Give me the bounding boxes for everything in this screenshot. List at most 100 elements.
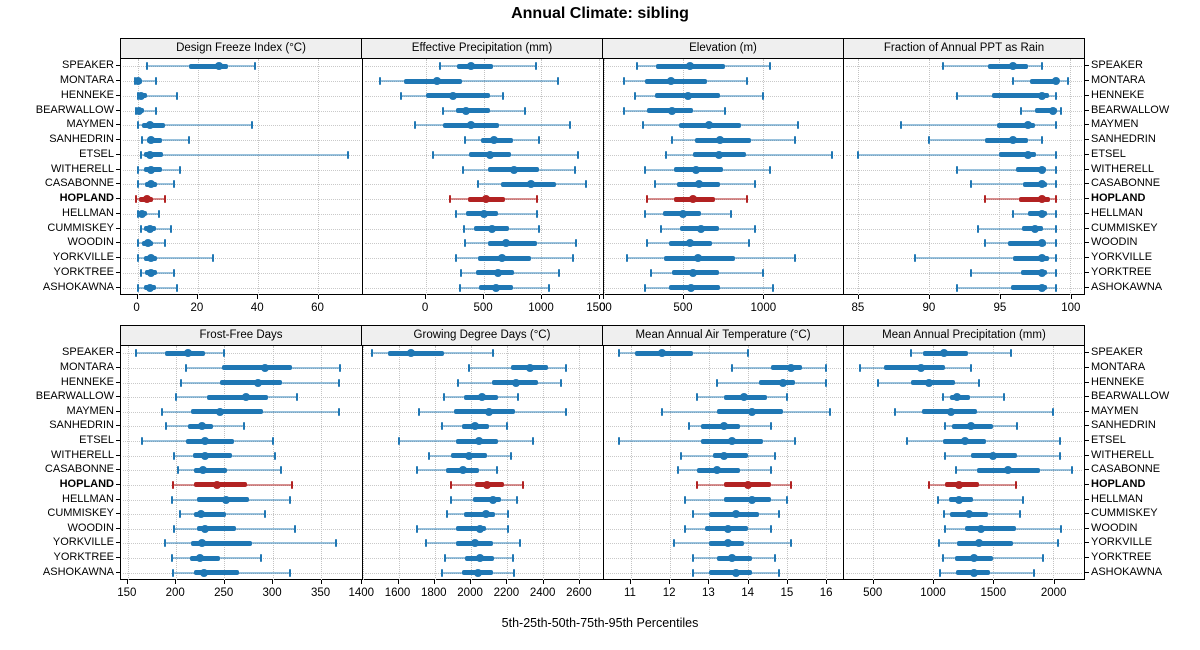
- gridline: [1069, 59, 1071, 295]
- iqr-bar-25-75: [472, 497, 501, 503]
- median-dot: [448, 91, 457, 100]
- row-gridline: [123, 81, 360, 83]
- whisker-cap: [462, 165, 465, 174]
- median-dot: [1037, 268, 1046, 277]
- whisker-cap: [184, 363, 187, 372]
- station-label-left: WITHERELL: [51, 162, 114, 175]
- row-tick-left: [116, 94, 120, 96]
- whisker-cap: [956, 283, 959, 292]
- median-dot: [479, 209, 488, 218]
- row-gridline: [123, 213, 360, 215]
- median-dot: [483, 480, 492, 489]
- row-tick-left: [116, 198, 120, 200]
- row-gridline: [605, 213, 842, 215]
- strip-label: Effective Precipitation (mm): [361, 39, 602, 59]
- gridline: [873, 346, 875, 580]
- axis-tick: [1053, 580, 1055, 584]
- station-label-left: SPEAKER: [62, 59, 114, 72]
- row-tick-left: [116, 168, 120, 170]
- whisker-cap: [899, 121, 902, 130]
- row-tick-left: [116, 227, 120, 229]
- gridline: [708, 346, 710, 580]
- median-dot: [747, 495, 756, 504]
- whisker-cap: [524, 106, 527, 115]
- whisker-cap: [136, 254, 139, 263]
- whisker-cap: [516, 393, 519, 402]
- median-dot: [1004, 466, 1013, 475]
- whisker-cap: [165, 422, 168, 431]
- median-dot: [916, 363, 925, 372]
- row-tick-left: [116, 109, 120, 111]
- axis-tick: [223, 580, 225, 584]
- iqr-bar-25-75: [1034, 108, 1058, 114]
- station-label-left: SPEAKER: [62, 346, 114, 359]
- row-gridline: [123, 470, 360, 472]
- gridline: [541, 59, 543, 295]
- median-dot: [1037, 195, 1046, 204]
- whisker-cap: [942, 510, 945, 519]
- row-gridline: [846, 199, 1082, 201]
- axis-tick: [257, 295, 259, 299]
- whisker-cap: [136, 209, 139, 218]
- gridline: [434, 346, 436, 580]
- whisker-cap: [577, 150, 580, 159]
- median-dot: [147, 165, 156, 174]
- station-label-right: BEARWALLOW: [1091, 390, 1170, 403]
- station-label-left: CUMMISKEY: [47, 507, 114, 520]
- row-gridline: [846, 169, 1082, 171]
- panel-Frost-Free Days: [121, 346, 362, 580]
- whisker-cap: [505, 422, 508, 431]
- row-tick-right: [1085, 286, 1089, 288]
- whisker-cap: [295, 393, 298, 402]
- median-dot: [138, 209, 147, 218]
- axis-tick-label: 95: [993, 302, 1007, 314]
- whisker-cap: [535, 62, 538, 71]
- whisker-cap: [770, 524, 773, 533]
- axis-tick-label: 14: [741, 587, 755, 599]
- whisker-cap: [289, 568, 292, 577]
- whisker-5-95: [665, 153, 833, 156]
- whisker-cap: [574, 239, 577, 248]
- row-tick-right: [1085, 425, 1089, 427]
- gridline: [426, 59, 428, 295]
- whisker-cap: [424, 539, 427, 548]
- axis-tick-label: 100: [1061, 302, 1081, 314]
- whisker-cap: [171, 495, 174, 504]
- panel-body-row: [121, 346, 1084, 580]
- station-label-left: YORKVILLE: [52, 251, 114, 264]
- row-tick-right: [1085, 212, 1089, 214]
- median-dot: [743, 480, 752, 489]
- gridline: [630, 346, 632, 580]
- median-dot: [196, 554, 205, 563]
- strip-label: Growing Degree Days (°C): [361, 326, 602, 346]
- row-tick-right: [1085, 65, 1089, 67]
- iqr-bar-25-75: [1027, 211, 1048, 217]
- axis-tick-label: 60: [311, 302, 324, 314]
- whisker-cap: [1060, 106, 1063, 115]
- iqr-bar-25-75: [992, 93, 1049, 99]
- whisker-cap: [337, 378, 340, 387]
- whisker-cap: [970, 268, 973, 277]
- whisker-cap: [1054, 224, 1057, 233]
- whisker-cap: [768, 62, 771, 71]
- axis-tick: [857, 295, 859, 299]
- row-gridline: [605, 95, 842, 97]
- station-label-left: CASABONNE: [44, 177, 114, 190]
- median-dot: [712, 466, 721, 475]
- whisker-cap: [692, 568, 695, 577]
- median-dot: [145, 224, 154, 233]
- median-dot: [1037, 180, 1046, 189]
- iqr-bar-25-75: [188, 63, 228, 69]
- whisker-cap: [954, 466, 957, 475]
- median-dot: [684, 91, 693, 100]
- whisker-cap: [1056, 539, 1059, 548]
- whisker-cap: [943, 422, 946, 431]
- whisker-cap: [211, 254, 214, 263]
- median-dot: [467, 121, 476, 130]
- median-dot: [1037, 91, 1046, 100]
- station-label-left: HOPLAND: [59, 477, 114, 490]
- median-dot: [685, 62, 694, 71]
- whisker-cap: [943, 451, 946, 460]
- axis-tick: [136, 295, 138, 299]
- iqr-bar-25-75: [988, 63, 1028, 69]
